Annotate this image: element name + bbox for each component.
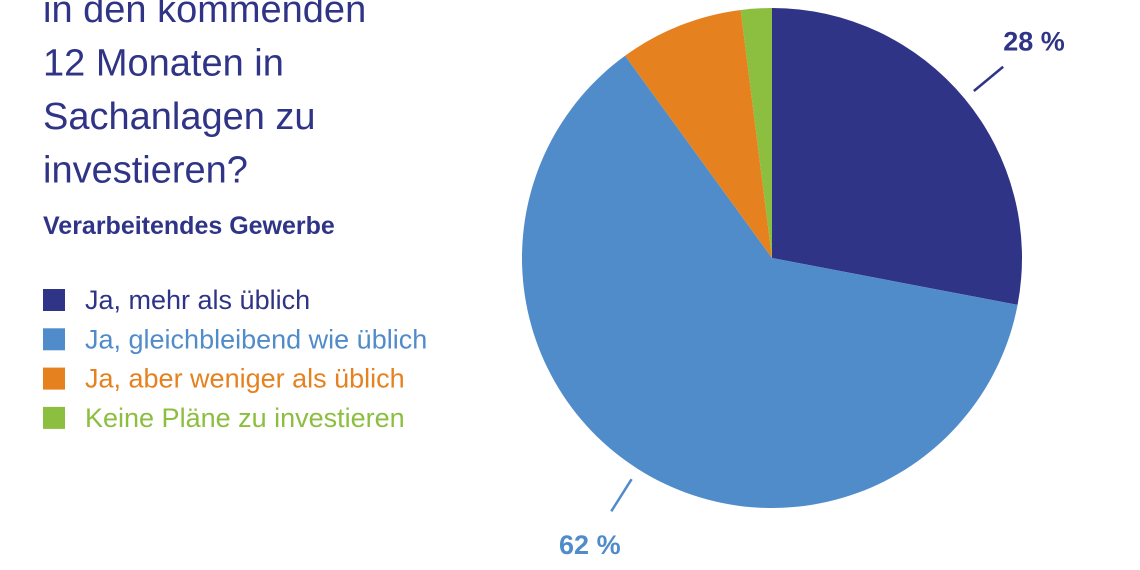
data-label: 28 % <box>1003 26 1065 56</box>
legend-swatch <box>43 406 65 429</box>
pie-slice <box>740 7 772 258</box>
legend-label: Ja, aber weniger als üblich <box>85 364 405 394</box>
legend-swatch <box>43 367 65 390</box>
chart-subtitle: Verarbeitendes Gewerbe <box>43 212 335 240</box>
leader-line <box>973 65 1004 92</box>
legend-swatch <box>43 328 65 351</box>
pie-slice <box>625 9 772 258</box>
legend-swatch <box>43 289 65 311</box>
legend-label: Ja, gleichbleibend wie üblich <box>85 324 427 354</box>
legend-label: Keine Pläne zu investieren <box>85 403 405 433</box>
pie-slice <box>772 8 1022 305</box>
data-label: 62 % <box>559 530 621 560</box>
leader-line <box>610 478 633 512</box>
chart-title: investieren? <box>43 150 248 192</box>
pie-slice <box>522 55 1018 508</box>
chart-title: Sachanlagen zu <box>43 96 316 138</box>
chart-title: 12 Monaten in <box>43 43 284 85</box>
chart-title: in den kommenden <box>43 0 366 31</box>
legend-label: Ja, mehr als üblich <box>85 285 310 315</box>
